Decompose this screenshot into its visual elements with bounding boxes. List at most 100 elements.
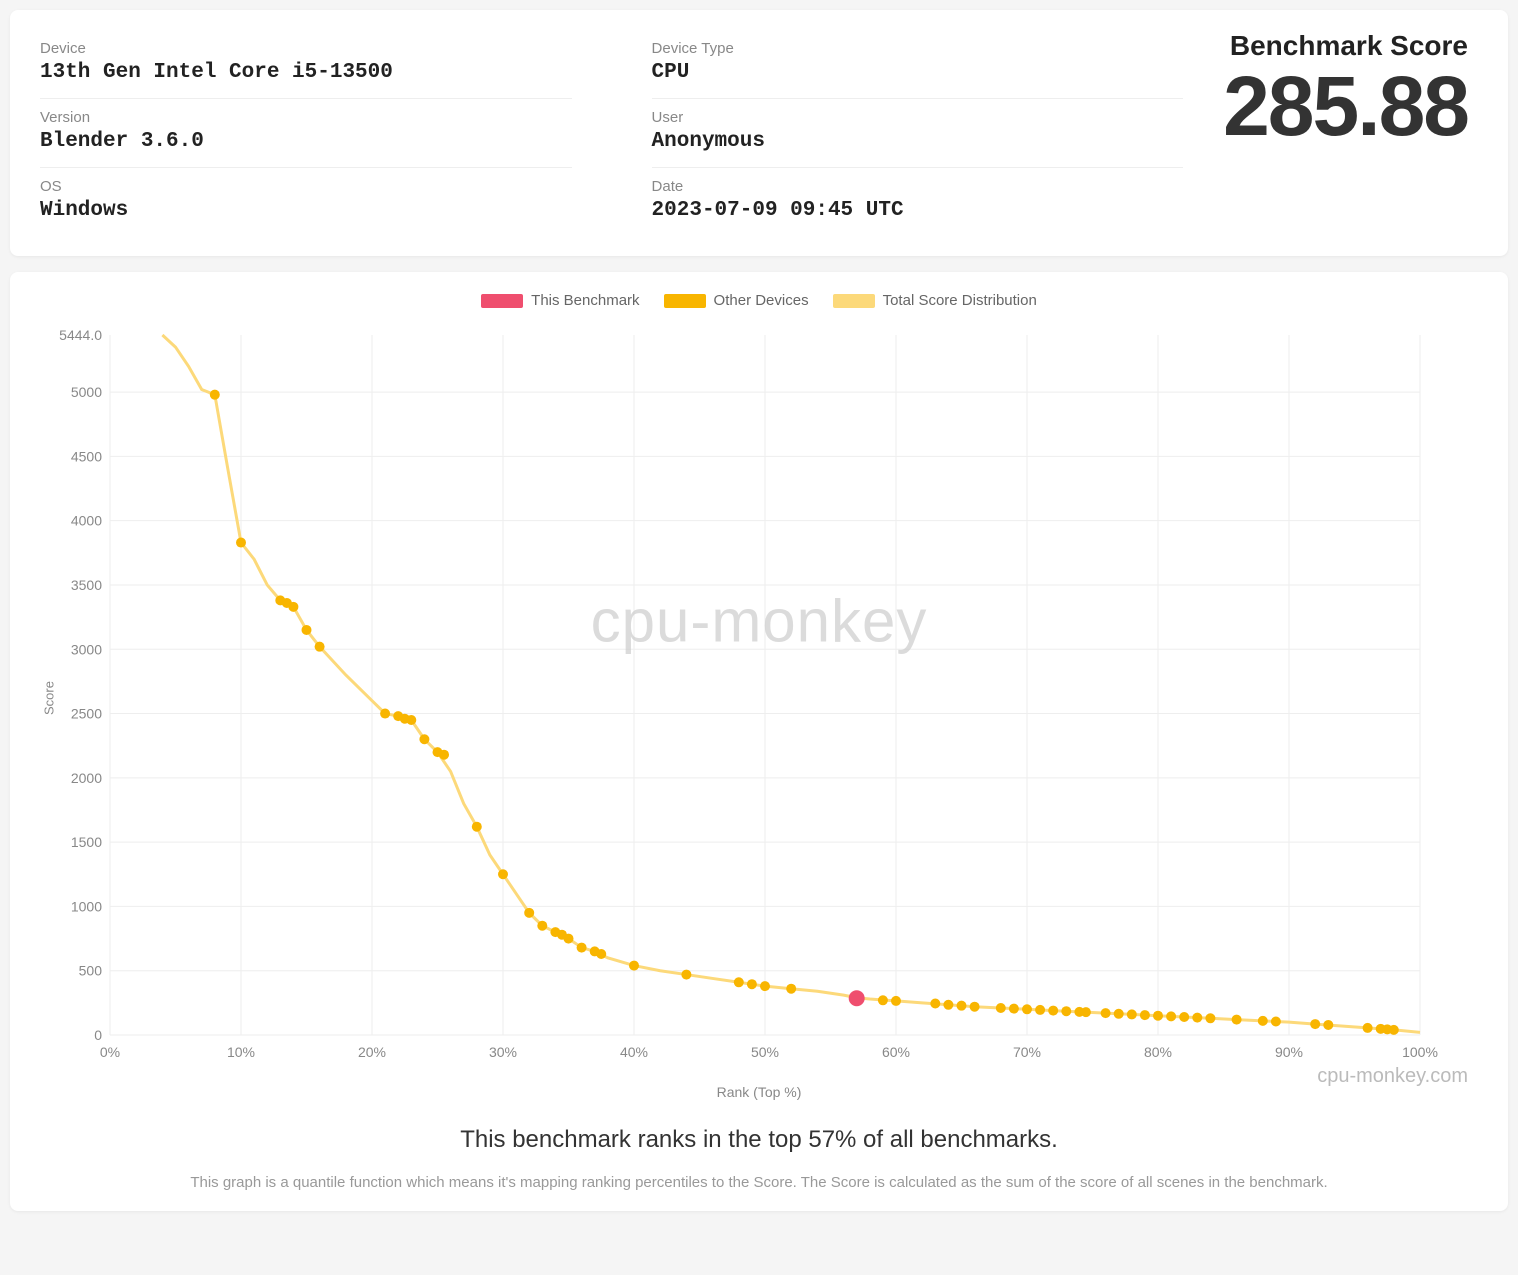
info-label: Date [652, 178, 1184, 195]
other-device-point [1035, 1005, 1045, 1015]
svg-text:1000: 1000 [71, 898, 102, 914]
other-device-point [1363, 1023, 1373, 1033]
other-device-point [1101, 1008, 1111, 1018]
header-card: Device13th Gen Intel Core i5-13500Device… [10, 10, 1508, 256]
other-device-point [1127, 1009, 1137, 1019]
legend-item: This Benchmark [481, 292, 639, 309]
legend-label: Other Devices [714, 292, 809, 309]
other-device-point [577, 943, 587, 953]
distribution-line [162, 335, 1420, 1032]
info-block: UserAnonymous [652, 99, 1184, 168]
other-device-point [629, 961, 639, 971]
legend-swatch [833, 294, 875, 308]
other-device-point [537, 921, 547, 931]
svg-text:500: 500 [79, 963, 103, 979]
other-device-point [302, 625, 312, 635]
svg-text:30%: 30% [489, 1044, 517, 1060]
info-label: Device Type [652, 40, 1184, 57]
other-device-point [498, 869, 508, 879]
legend-label: This Benchmark [531, 292, 639, 309]
svg-text:2000: 2000 [71, 770, 102, 786]
score-label: Benchmark Score [1223, 30, 1468, 62]
info-value: Windows [40, 199, 572, 222]
other-device-point [1140, 1010, 1150, 1020]
other-device-point [891, 996, 901, 1006]
svg-text:20%: 20% [358, 1044, 386, 1060]
other-device-point [1153, 1011, 1163, 1021]
other-device-point [236, 538, 246, 548]
svg-text:60%: 60% [882, 1044, 910, 1060]
info-value: Blender 3.6.0 [40, 130, 572, 153]
other-device-point [1179, 1012, 1189, 1022]
info-block: Device 13th Gen Intel Core i5-13500 [40, 30, 572, 99]
chart-card: This Benchmark Other Devices Total Score D… [10, 272, 1508, 1211]
other-device-point [564, 934, 574, 944]
legend-item: Total Score Distribution [833, 292, 1037, 309]
info-block: OS Windows [40, 168, 572, 236]
svg-text:5000: 5000 [71, 384, 102, 400]
info-value: CPU [652, 61, 1184, 84]
other-device-point [930, 998, 940, 1008]
other-device-point [1009, 1004, 1019, 1014]
svg-text:0: 0 [94, 1027, 102, 1043]
svg-text:80%: 80% [1144, 1044, 1172, 1060]
other-device-point [734, 977, 744, 987]
info-value: 2023-07-09 09:45 UTC [652, 199, 1184, 222]
other-device-point [786, 984, 796, 994]
this-benchmark-point [849, 990, 865, 1006]
svg-text:90%: 90% [1275, 1044, 1303, 1060]
other-device-point [747, 979, 757, 989]
other-device-point [1048, 1006, 1058, 1016]
other-device-point [1310, 1019, 1320, 1029]
other-device-point [315, 642, 325, 652]
info-label: Version [40, 109, 572, 126]
svg-text:2500: 2500 [71, 706, 102, 722]
info-grid: Device13th Gen Intel Core i5-13500Device… [40, 30, 1183, 236]
other-device-point [1061, 1006, 1071, 1016]
info-block: Version Blender 3.6.0 [40, 99, 572, 168]
svg-text:4000: 4000 [71, 513, 102, 529]
info-label: OS [40, 178, 572, 195]
info-value: Anonymous [652, 130, 1184, 153]
svg-text:50%: 50% [751, 1044, 779, 1060]
other-device-point [1166, 1011, 1176, 1021]
other-device-point [1323, 1020, 1333, 1030]
legend-label: Total Score Distribution [883, 292, 1037, 309]
other-device-point [380, 709, 390, 719]
footer-watermark: cpu-monkey.com [1317, 1065, 1468, 1088]
other-device-point [760, 981, 770, 991]
other-device-point [970, 1002, 980, 1012]
svg-text:5444.0: 5444.0 [59, 327, 102, 343]
other-device-point [681, 970, 691, 980]
legend-item: Other Devices [664, 292, 809, 309]
other-device-point [996, 1003, 1006, 1013]
other-device-point [1232, 1015, 1242, 1025]
distribution-chart: 0500100015002000250030003500400045005000… [40, 315, 1440, 1075]
svg-text:100%: 100% [1402, 1044, 1438, 1060]
svg-text:3500: 3500 [71, 577, 102, 593]
svg-text:70%: 70% [1013, 1044, 1041, 1060]
other-device-point [957, 1001, 967, 1011]
legend-swatch [481, 294, 523, 308]
other-device-point [943, 1000, 953, 1010]
chart-legend: This Benchmark Other Devices Total Score D… [40, 292, 1478, 309]
other-device-point [406, 715, 416, 725]
other-device-point [1271, 1016, 1281, 1026]
score-block: Benchmark Score 285.88 [1223, 30, 1478, 236]
y-axis-label: Score [41, 681, 56, 715]
other-device-point [210, 390, 220, 400]
other-device-point [439, 750, 449, 760]
svg-text:40%: 40% [620, 1044, 648, 1060]
other-device-point [878, 995, 888, 1005]
legend-swatch [664, 294, 706, 308]
svg-text:3000: 3000 [71, 641, 102, 657]
info-value: 13th Gen Intel Core i5-13500 [40, 61, 572, 84]
other-device-point [472, 822, 482, 832]
x-axis-label: Rank (Top %) [40, 1084, 1478, 1100]
info-label: Device [40, 40, 572, 57]
other-device-point [1081, 1007, 1091, 1017]
other-device-point [419, 734, 429, 744]
svg-text:4500: 4500 [71, 448, 102, 464]
rank-summary-text: This benchmark ranks in the top 57% of a… [40, 1126, 1478, 1154]
other-device-point [1258, 1016, 1268, 1026]
